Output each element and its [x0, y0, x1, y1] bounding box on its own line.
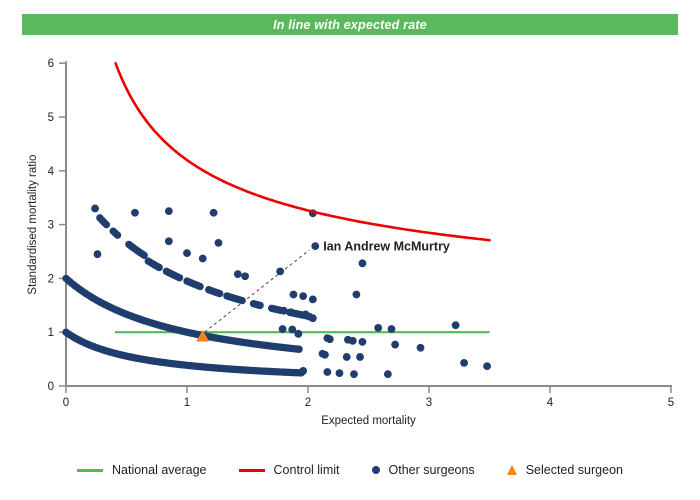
surgeon-dot [358, 259, 367, 268]
tick-labels: 0 1 2 3 4 5 6 0 1 2 3 4 5 [48, 58, 675, 409]
chart-legend: National average Control limit Other sur… [0, 459, 700, 481]
surgeon-dot [289, 290, 298, 299]
y-tick-label: 2 [48, 273, 54, 285]
surgeon-dot [198, 254, 207, 263]
y-axis-title: Standardised mortality ratio [27, 155, 39, 295]
surgeon-dot [276, 267, 285, 276]
surgeon-dot [241, 272, 249, 281]
annotation-leader-line [204, 249, 310, 333]
x-tick-label: 0 [63, 397, 69, 409]
surgeon-dot [451, 321, 460, 330]
surgeon-dot [215, 289, 224, 298]
surgeon-dot [155, 263, 163, 272]
selected-surgeon-marker [196, 329, 210, 342]
surgeon-dot [483, 362, 491, 370]
y-tick-label: 0 [48, 381, 54, 393]
x-tick-label: 4 [547, 397, 554, 409]
status-banner: In line with expected rate [22, 14, 678, 35]
selected-surgeon-triangle-swatch [506, 465, 517, 475]
surgeon-dot [102, 220, 111, 229]
selected-surgeon-label: Ian Andrew McMurtry [323, 240, 450, 254]
surgeon-dot [131, 208, 139, 217]
surgeon-dot [288, 325, 297, 334]
control-limit-line-swatch [238, 468, 265, 472]
surgeon-dot [209, 208, 218, 217]
surgeon-dot [325, 335, 334, 344]
surgeon-dot [350, 370, 358, 379]
surgeon-dot [358, 337, 367, 346]
surgeon-dot [308, 295, 317, 304]
surgeon-dot [460, 358, 468, 367]
surgeon-dot [352, 290, 361, 299]
surgeon-dot [308, 314, 317, 323]
surgeon-dot [196, 282, 204, 291]
surgeon-dot [416, 343, 425, 352]
surgeon-dot [294, 329, 303, 338]
x-tick-label: 1 [184, 397, 190, 409]
surgeon-dot [391, 340, 400, 349]
surgeon-dot [256, 301, 264, 310]
other-surgeons-points [62, 204, 491, 379]
control-limit-curve [114, 61, 491, 242]
y-tick-label: 5 [48, 112, 54, 124]
legend-item-national-average: National average [77, 463, 207, 477]
x-tick-label: 2 [305, 397, 311, 409]
surgeon-dot [238, 296, 246, 305]
surgeon-dot [295, 345, 303, 353]
surgeon-dot [279, 306, 288, 315]
surgeon-dot [383, 370, 392, 379]
surgeon-dot [287, 308, 295, 317]
annotation-dot [311, 242, 320, 251]
legend-item-selected-surgeon: Selected surgeon [506, 463, 623, 477]
surgeon-dot [164, 207, 173, 216]
surgeon-dot [335, 369, 344, 377]
legend-label-selected-surgeon: Selected surgeon [525, 463, 623, 477]
surgeon-dot [342, 353, 351, 361]
surgeon-dot [183, 249, 191, 258]
status-banner-text: In line with expected rate [273, 17, 427, 32]
y-tick-label: 3 [48, 220, 54, 232]
surgeon-dot [278, 325, 287, 333]
other-surgeons-dot-swatch [371, 466, 380, 474]
surgeon-dot [299, 292, 308, 301]
y-tick-label: 4 [48, 166, 55, 178]
legend-item-other-surgeons: Other surgeons [371, 463, 475, 477]
surgeon-dot [387, 325, 396, 333]
y-tick-label: 1 [48, 327, 54, 339]
surgeon-dot [175, 274, 184, 282]
funnel-plot-chart: 0 1 2 3 4 5 6 0 1 2 3 4 5 Expected mortality Standardi… [27, 58, 675, 427]
surgeon-dot [233, 270, 242, 278]
national-average-line-swatch [77, 468, 103, 472]
legend-item-control-limit: Control limit [238, 463, 340, 477]
surgeon-dot [374, 323, 383, 332]
surgeon-dot [356, 353, 364, 361]
legend-label-national-average: National average [112, 463, 207, 477]
surgeon-dot [214, 238, 223, 247]
y-tick-label: 6 [48, 58, 54, 70]
surgeon-dot [140, 251, 148, 259]
surgeon-dot [113, 231, 122, 239]
surgeon-dot [348, 336, 357, 345]
x-tick-label: 3 [426, 397, 432, 409]
surgeon-dot [323, 368, 332, 376]
surgeon-dot [321, 350, 329, 359]
surgeon-dot [299, 367, 308, 375]
surgeon-dot [93, 250, 102, 259]
x-axis-title: Expected mortality [321, 415, 416, 427]
x-tick-label: 5 [668, 397, 674, 409]
surgeon-dot [164, 237, 173, 246]
surgeon-dot [91, 204, 99, 213]
legend-label-other-surgeons: Other surgeons [388, 463, 475, 477]
legend-label-control-limit: Control limit [273, 463, 340, 477]
